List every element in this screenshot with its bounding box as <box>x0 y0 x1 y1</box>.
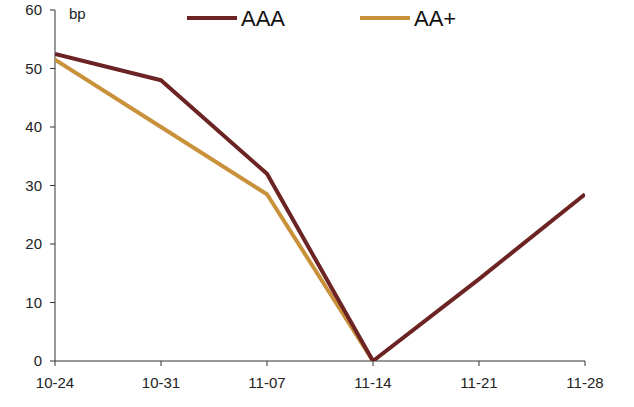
y-tick-label: 30 <box>25 177 42 194</box>
series-line <box>55 60 373 361</box>
x-tick <box>267 361 268 366</box>
y-tick <box>50 185 55 186</box>
y-tick-label: 40 <box>25 118 42 135</box>
x-tick <box>479 361 480 366</box>
y-tick <box>50 244 55 245</box>
y-tick <box>50 302 55 303</box>
legend-label: AA+ <box>414 6 456 31</box>
y-axis-label: bp <box>69 5 86 22</box>
x-tick-label: 11-28 <box>566 374 603 391</box>
plot-area <box>55 54 585 361</box>
x-tick-label: 10-31 <box>142 374 180 391</box>
x-tick <box>585 361 586 366</box>
y-tick-label: 60 <box>25 1 42 18</box>
y-tick-label: 50 <box>25 60 42 77</box>
x-tick <box>161 361 162 366</box>
legend-swatch <box>187 16 237 20</box>
y-tick <box>50 10 55 11</box>
x-tick-label: 10-24 <box>36 374 74 391</box>
y-tick-label: 20 <box>25 235 42 252</box>
x-tick-label: 11-07 <box>248 374 285 391</box>
y-tick <box>50 68 55 69</box>
chart-container: 0 10 20 30 40 50 60 10-24 10-31 11-07 11-14 11-21 11… <box>0 0 634 407</box>
y-tick-label: 0 <box>34 352 42 369</box>
legend-label: AAA <box>241 6 285 31</box>
y-tick-label: 10 <box>25 294 42 311</box>
x-tick-label: 11-14 <box>354 374 391 391</box>
x-tick <box>373 361 374 366</box>
x-axis <box>55 361 585 362</box>
chart-svg: 0 10 20 30 40 50 60 10-24 10-31 11-07 11-14 11-21 11… <box>0 0 634 407</box>
y-tick <box>50 127 55 128</box>
x-tick <box>55 361 56 366</box>
legend-swatch <box>360 16 410 20</box>
x-tick-label: 11-21 <box>460 374 497 391</box>
series-line <box>55 54 585 361</box>
y-tick <box>50 361 55 362</box>
